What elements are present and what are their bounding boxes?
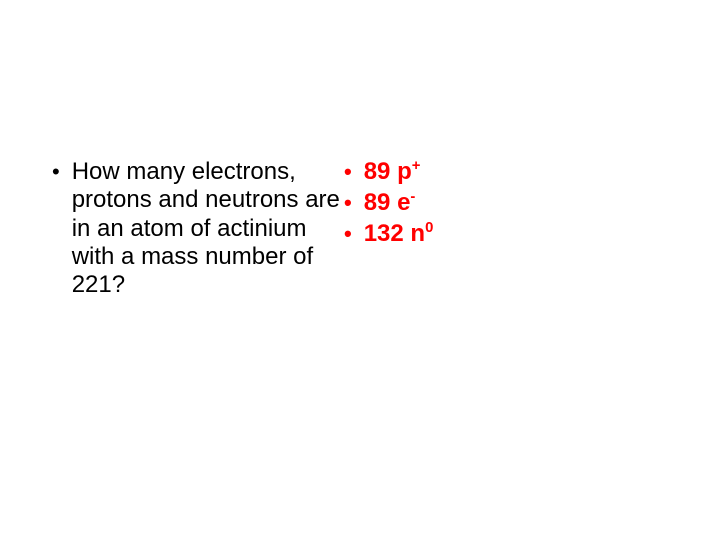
bullet-icon: •: [340, 220, 352, 249]
answer-base: 89 p: [364, 158, 412, 185]
answer-sup: -: [410, 189, 415, 205]
answer-sup: 0: [425, 220, 433, 236]
question-list: • How many electrons, protons and neutro…: [48, 158, 340, 300]
answer-item-protons: • 89 p+: [340, 158, 640, 187]
answer-text: 89 e-: [364, 189, 640, 218]
bullet-icon: •: [340, 189, 352, 218]
answer-base: 89 e: [364, 189, 411, 216]
answer-item-electrons: • 89 e-: [340, 189, 640, 218]
answer-list: • 89 p+ • 89 e- • 132 n0: [340, 158, 640, 248]
two-column-layout: • How many electrons, protons and neutro…: [48, 158, 720, 300]
answer-text: 132 n0: [364, 220, 640, 249]
answer-sup: +: [412, 158, 421, 174]
bullet-icon: •: [340, 158, 352, 187]
answer-base: 132 n: [364, 220, 425, 247]
question-column: • How many electrons, protons and neutro…: [48, 158, 340, 300]
question-text: How many electrons, protons and neutrons…: [72, 158, 340, 300]
answer-item-neutrons: • 132 n0: [340, 220, 640, 249]
answer-text: 89 p+: [364, 158, 640, 187]
answer-column: • 89 p+ • 89 e- • 132 n0: [340, 158, 640, 250]
question-item: • How many electrons, protons and neutro…: [48, 158, 340, 300]
bullet-icon: •: [48, 158, 60, 187]
slide: • How many electrons, protons and neutro…: [0, 0, 720, 540]
